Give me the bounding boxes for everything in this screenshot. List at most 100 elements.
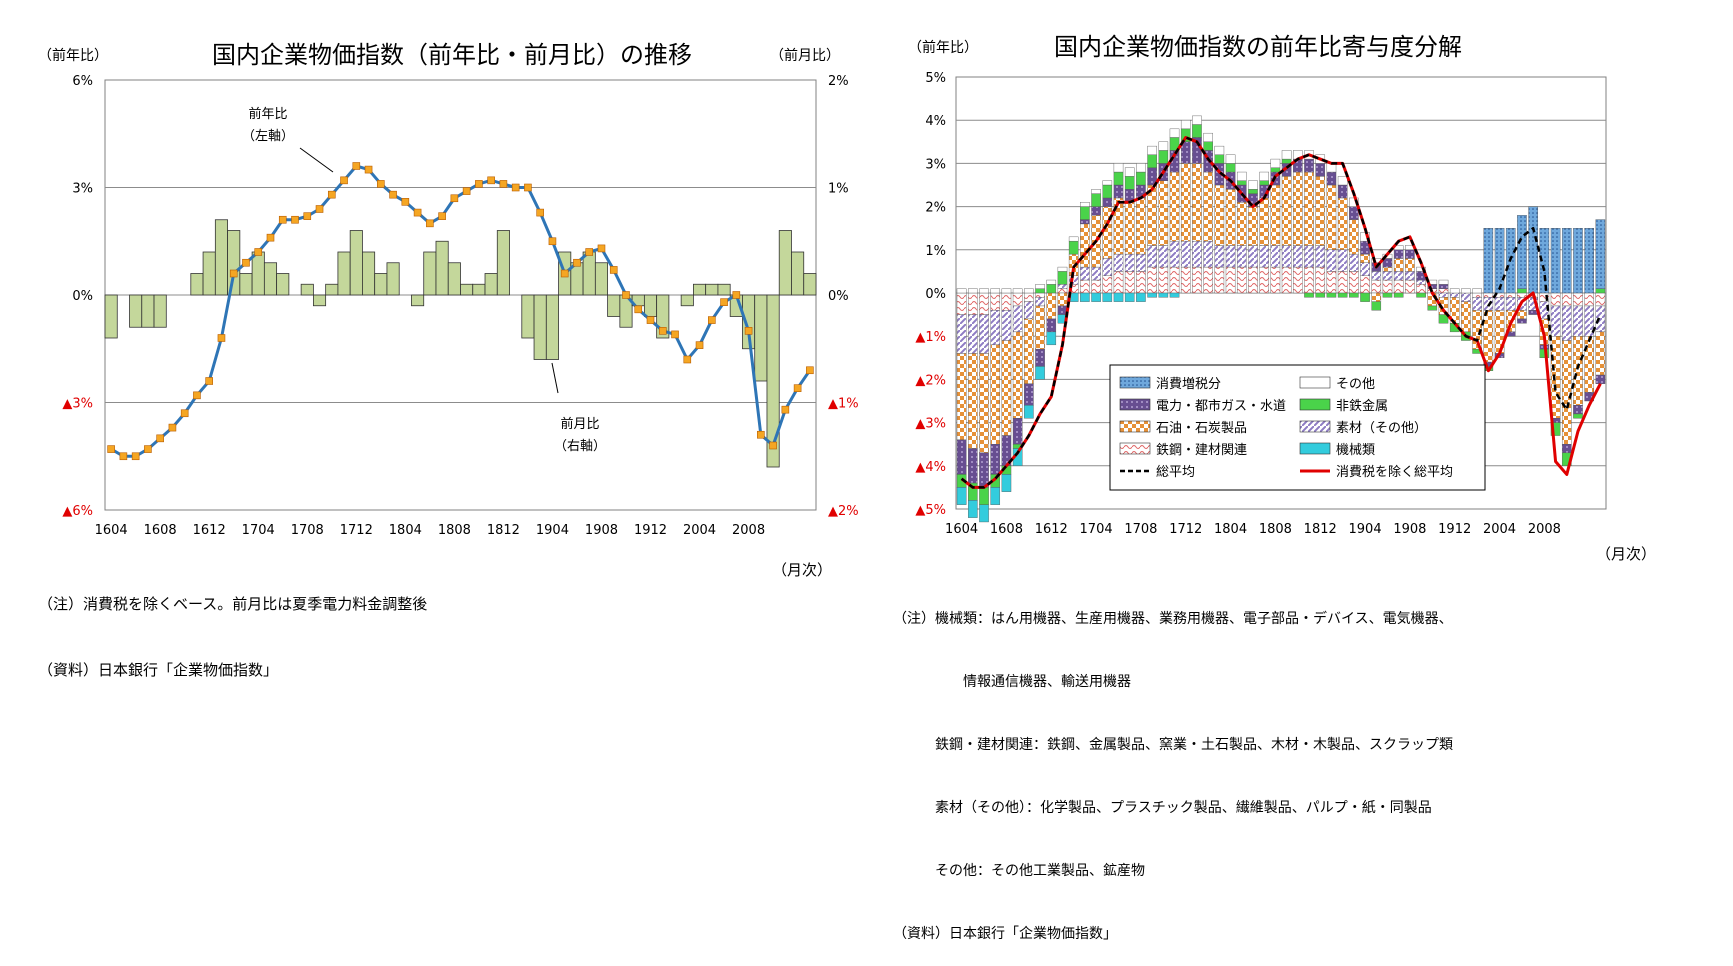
- contrib-segment: [1225, 154, 1236, 164]
- y-tick-label: ▲2%: [915, 373, 946, 388]
- contrib-segment: [1293, 266, 1303, 294]
- contrib-segment: [956, 292, 967, 315]
- contrib-segment: [1113, 171, 1124, 186]
- mom-bar: [778, 230, 792, 296]
- contrib-segment: [1281, 150, 1292, 160]
- legend-swatch: [1119, 442, 1151, 455]
- contrib-segment: [1046, 318, 1057, 333]
- x-tick-label: 2008: [732, 523, 765, 538]
- yoy-point: [793, 384, 802, 392]
- contrib-segment: [1472, 297, 1482, 311]
- contrib-segment: [968, 288, 978, 294]
- right-tick-label: 1%: [828, 182, 849, 197]
- contrib-segment: [1259, 171, 1269, 181]
- contrib-segment: [1068, 240, 1079, 255]
- mom-bar: [374, 273, 388, 296]
- contrib-segment: [1528, 206, 1538, 294]
- contrib-segment: [1438, 292, 1449, 298]
- contrib-segment: [968, 500, 978, 518]
- yoy-point: [205, 377, 213, 385]
- contrib-segment: [1203, 132, 1213, 143]
- contrib-segment: [1550, 305, 1561, 337]
- x-tick-label: 1608: [990, 522, 1023, 537]
- contrib-segment: [1035, 305, 1045, 350]
- contrib-segment: [1371, 301, 1382, 311]
- mom-bar: [754, 294, 768, 382]
- contrib-segment: [1595, 331, 1606, 376]
- contrib-segment: [1438, 284, 1449, 289]
- contrib-segment: [1236, 245, 1247, 268]
- yoy-point: [291, 215, 299, 224]
- yoy-point: [266, 233, 275, 242]
- legend-label: その他: [1336, 377, 1375, 392]
- mom-bar: [484, 273, 498, 296]
- legend-label: 消費増税分: [1156, 377, 1221, 392]
- contrib-segment: [1315, 176, 1326, 246]
- legend-label: 消費税を除く総平均: [1336, 465, 1453, 480]
- contrib-segment: [1349, 271, 1359, 294]
- mom-bar: [717, 283, 731, 296]
- x-tick-label: 1712: [340, 523, 373, 538]
- yoy-point: [560, 269, 569, 278]
- contrib-segment: [1438, 288, 1449, 294]
- contrib-segment: [1203, 240, 1213, 268]
- contrib-segment: [956, 487, 967, 505]
- contrib-segment: [1248, 245, 1258, 268]
- contrib-segment: [1001, 292, 1012, 311]
- contrib-segment: [1416, 284, 1426, 294]
- contrib-segment: [1561, 444, 1572, 454]
- mom-bar: [766, 294, 780, 468]
- yoy-point: [327, 190, 336, 199]
- yoy-point: [229, 269, 238, 278]
- yoy-point: [658, 327, 667, 335]
- right-note-2: 情報通信機器、輸送用機器: [893, 674, 1131, 690]
- contrib-segment: [1080, 279, 1090, 294]
- contrib-segment: [1102, 258, 1113, 276]
- contrib-segment: [1371, 271, 1382, 281]
- contrib-segment: [1214, 266, 1225, 294]
- yoy-line: [110, 164, 812, 458]
- contrib-segment: [956, 288, 967, 294]
- mom-bar: [533, 294, 547, 360]
- contrib-segment: [1270, 184, 1281, 246]
- annot-yoy-2: （左軸）: [242, 129, 294, 144]
- contrib-segment: [1573, 405, 1583, 415]
- avg-line: [960, 136, 1602, 489]
- annot-mom-2: （右軸）: [554, 439, 606, 454]
- contrib-segment: [1225, 163, 1236, 173]
- contrib-segment: [1304, 266, 1314, 294]
- contrib-segment: [1113, 163, 1124, 173]
- contrib-segment: [1416, 266, 1426, 272]
- x-tick-label: 1904: [536, 523, 569, 538]
- contrib-segment: [979, 292, 989, 315]
- mom-bar: [337, 251, 351, 296]
- contrib-segment: [1270, 158, 1281, 168]
- contrib-segment: [1248, 206, 1258, 246]
- contrib-segment: [956, 439, 967, 475]
- contrib-segment: [1080, 202, 1090, 207]
- contrib-segment: [1046, 284, 1057, 294]
- yoy-point: [144, 445, 152, 453]
- contrib-segment: [1382, 279, 1393, 294]
- contrib-segment: [1337, 184, 1348, 199]
- contrib-segment: [1080, 266, 1090, 281]
- yoy-point: [708, 316, 716, 324]
- left-axis-unit: （前年比）: [38, 47, 108, 64]
- contrib-segment: [1315, 292, 1326, 298]
- left-tick-label: 3%: [72, 182, 93, 197]
- contrib-segment: [1024, 383, 1034, 406]
- contrib-segment: [1180, 240, 1191, 268]
- contrib-segment: [1102, 206, 1113, 259]
- contrib-segment: [1270, 266, 1281, 294]
- yoy-point: [744, 327, 753, 335]
- left-note-2: （資料）日本銀行「企業物価指数」: [38, 661, 279, 679]
- contrib-segment: [1461, 292, 1471, 302]
- legend-swatch: [1119, 420, 1151, 433]
- contrib-segment: [1225, 245, 1236, 268]
- yoy-point: [401, 198, 410, 206]
- contrib-segment: [1136, 292, 1146, 302]
- contrib-segment: [1001, 474, 1012, 492]
- contrib-segment: [1225, 189, 1236, 246]
- contrib-segment: [956, 353, 967, 441]
- mom-bar: [460, 283, 474, 296]
